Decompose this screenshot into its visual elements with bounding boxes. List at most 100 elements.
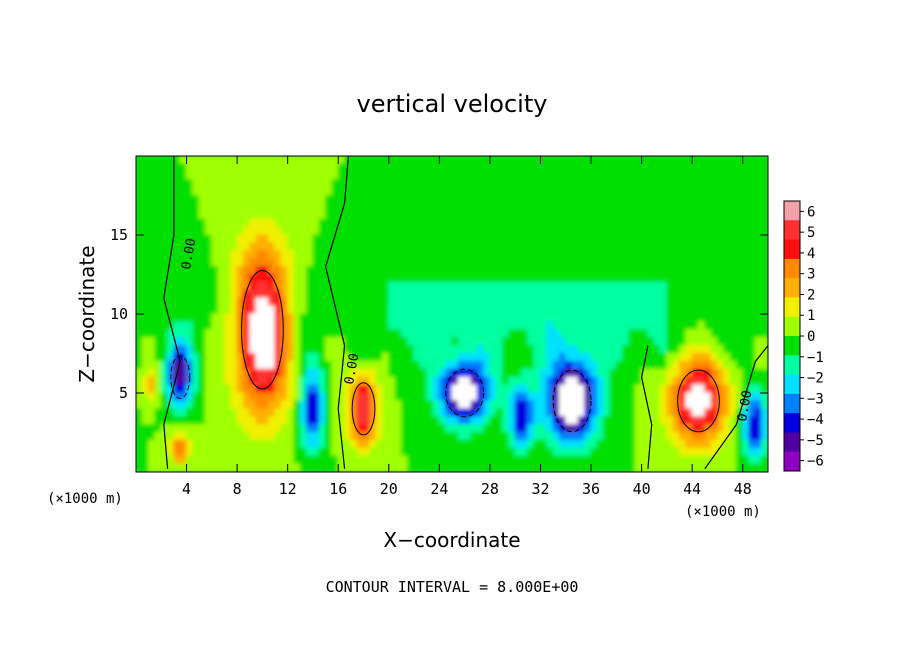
field-cell bbox=[704, 392, 712, 402]
field-cell bbox=[723, 376, 731, 386]
field-cell bbox=[344, 439, 352, 449]
field-cell bbox=[217, 226, 225, 236]
field-cell bbox=[293, 337, 301, 347]
field-cell bbox=[552, 156, 560, 165]
field-cell bbox=[615, 163, 624, 173]
field-cell bbox=[539, 400, 548, 410]
field-cell bbox=[634, 400, 643, 410]
field-cell bbox=[394, 210, 402, 220]
field-cell bbox=[666, 463, 674, 472]
field-cell bbox=[312, 258, 320, 268]
field-cell bbox=[356, 218, 365, 228]
field-cell bbox=[236, 368, 244, 378]
field-cell bbox=[483, 250, 491, 260]
field-cell bbox=[179, 400, 188, 410]
field-cell bbox=[489, 384, 497, 394]
field-cell bbox=[369, 432, 377, 441]
field-cell bbox=[514, 424, 523, 433]
field-cell bbox=[179, 368, 188, 378]
field-cell bbox=[571, 368, 579, 378]
field-cell bbox=[546, 297, 554, 307]
field-cell bbox=[274, 329, 282, 339]
field-cell bbox=[590, 384, 598, 394]
field-cell bbox=[369, 171, 377, 181]
field-cell bbox=[483, 392, 491, 402]
field-cell bbox=[445, 463, 453, 472]
field-cell bbox=[136, 242, 143, 252]
field-cell bbox=[337, 226, 346, 236]
field-cell bbox=[679, 463, 687, 472]
field-cell bbox=[242, 384, 251, 394]
field-cell bbox=[154, 447, 162, 457]
field-cell bbox=[761, 439, 768, 449]
field-cell bbox=[691, 250, 699, 260]
field-cell bbox=[186, 455, 194, 465]
field-cell bbox=[445, 353, 453, 362]
field-cell bbox=[653, 281, 662, 291]
field-cell bbox=[464, 345, 472, 354]
field-cell bbox=[685, 384, 693, 394]
field-cell bbox=[685, 289, 693, 299]
field-cell bbox=[571, 376, 579, 386]
field-cell bbox=[344, 353, 352, 362]
field-cell bbox=[223, 171, 232, 181]
field-cell bbox=[672, 321, 681, 331]
field-cell bbox=[622, 226, 630, 236]
field-cell bbox=[571, 171, 579, 181]
field-cell bbox=[160, 305, 169, 315]
field-cell bbox=[242, 463, 251, 472]
field-cell bbox=[615, 337, 624, 347]
field-cell bbox=[287, 226, 295, 236]
field-cell bbox=[280, 274, 289, 283]
field-cell bbox=[223, 447, 232, 457]
field-cell bbox=[198, 234, 207, 244]
field-cell bbox=[495, 305, 504, 315]
field-cell bbox=[697, 416, 706, 426]
field-cell bbox=[622, 179, 630, 189]
field-cell bbox=[748, 321, 756, 331]
field-cell bbox=[141, 274, 150, 283]
field-cell bbox=[457, 455, 466, 465]
field-cell bbox=[457, 289, 466, 299]
field-cell bbox=[426, 258, 434, 268]
field-cell bbox=[407, 297, 415, 307]
field-cell bbox=[546, 345, 554, 354]
field-cell bbox=[268, 226, 276, 236]
field-cell bbox=[716, 187, 725, 196]
field-cell bbox=[136, 400, 143, 410]
field-cell bbox=[331, 210, 339, 220]
field-cell bbox=[596, 408, 605, 418]
field-cell bbox=[344, 447, 352, 457]
field-cell bbox=[723, 384, 731, 394]
field-cell bbox=[552, 171, 560, 181]
field-cell bbox=[457, 187, 466, 196]
field-cell bbox=[628, 297, 636, 307]
field-cell bbox=[325, 432, 333, 441]
field-cell bbox=[622, 218, 630, 228]
colorbar-tick-label: −2 bbox=[807, 371, 824, 387]
field-cell bbox=[236, 171, 244, 181]
field-cell bbox=[344, 250, 352, 260]
field-cell bbox=[394, 163, 402, 173]
field-cell bbox=[609, 274, 617, 283]
field-cell bbox=[325, 305, 333, 315]
field-cell bbox=[502, 360, 510, 370]
field-cell bbox=[154, 202, 162, 212]
field-cell bbox=[609, 337, 617, 347]
field-cell bbox=[375, 258, 383, 268]
field-cell bbox=[407, 163, 415, 173]
field-cell bbox=[230, 368, 238, 378]
field-cell bbox=[173, 400, 181, 410]
field-cell bbox=[445, 187, 453, 196]
field-cell bbox=[697, 163, 706, 173]
field-cell bbox=[369, 179, 377, 189]
field-cell bbox=[666, 408, 674, 418]
field-cell bbox=[426, 400, 434, 410]
colorbar-segment bbox=[784, 374, 800, 395]
field-cell bbox=[761, 432, 768, 441]
field-cell bbox=[375, 321, 383, 331]
field-cell bbox=[350, 266, 358, 275]
field-cell bbox=[735, 424, 744, 433]
field-cell bbox=[609, 258, 617, 268]
field-cell bbox=[356, 463, 365, 472]
